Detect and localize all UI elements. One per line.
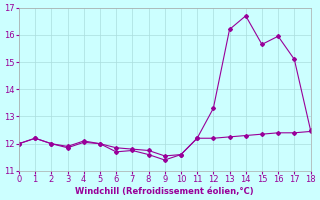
X-axis label: Windchill (Refroidissement éolien,°C): Windchill (Refroidissement éolien,°C) — [76, 187, 254, 196]
